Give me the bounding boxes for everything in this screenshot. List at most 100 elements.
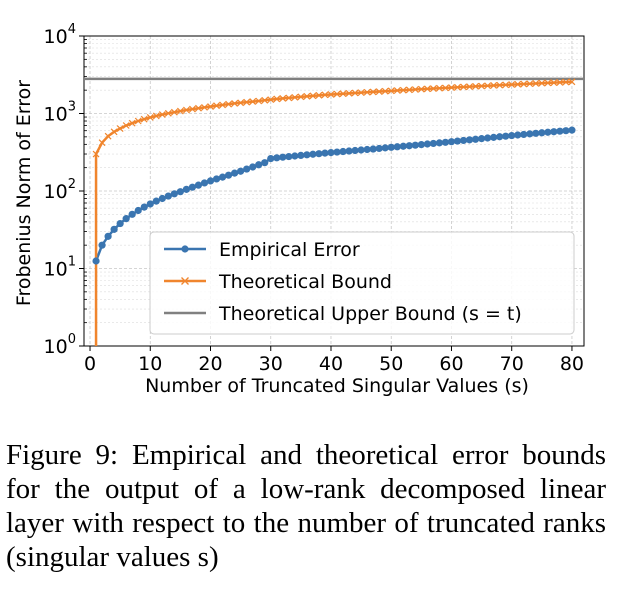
- empirical-error-point: [387, 143, 395, 151]
- marker-stroke: [448, 84, 455, 92]
- x-tick-label: 80: [560, 353, 584, 375]
- x-tick-label: 0: [84, 353, 96, 375]
- empirical-error-point: [465, 136, 474, 144]
- theoretical-bound-point: [411, 86, 419, 93]
- empirical-error-point: [417, 140, 425, 149]
- legend-swatch-marker: [181, 277, 189, 285]
- empirical-error-point: [508, 131, 516, 140]
- empirical-error-point: [122, 215, 130, 223]
- theoretical-bound-point: [496, 81, 504, 89]
- theoretical-bound-point: [568, 78, 576, 86]
- empirical-error-point: [441, 138, 450, 146]
- empirical-error-point: [200, 179, 209, 187]
- theoretical-bound-point: [363, 88, 371, 96]
- x-tick-labels: 0 10 20 30 40 50 60 70 80: [84, 353, 584, 375]
- empirical-error-point: [128, 210, 136, 218]
- theoretical-bound-point: [351, 89, 359, 97]
- legend-label-tail: (s = t): [456, 303, 522, 325]
- empirical-error-point: [194, 181, 203, 189]
- empirical-error-point: [92, 257, 100, 265]
- empirical-error-point: [267, 154, 275, 163]
- empirical-error-point: [502, 132, 510, 140]
- legend-label: Theoretical Bound: [218, 271, 392, 293]
- empirical-error-point: [477, 135, 486, 143]
- empirical-error-point: [556, 127, 564, 135]
- legend-item: Theoretical Upper Bound (s = t): [164, 303, 522, 325]
- x-axis-label: Number of Truncated Singular Values (s): [145, 375, 529, 397]
- marker-stroke: [309, 92, 317, 100]
- marker-stroke: [261, 96, 269, 104]
- theoretical-bound-point: [472, 82, 479, 90]
- marker-stroke: [225, 100, 233, 108]
- marker-stroke: [170, 108, 178, 116]
- empirical-error-point: [182, 185, 191, 193]
- empirical-error-point: [339, 147, 347, 156]
- marker-stroke: [423, 85, 431, 93]
- marker-stroke: [490, 82, 498, 89]
- empirical-error-point: [249, 163, 257, 171]
- theoretical-bound-point: [213, 102, 220, 110]
- legend-label-name: Empirical Error: [219, 239, 360, 261]
- axis-ticks: [79, 35, 573, 351]
- marker-stroke: [363, 88, 371, 96]
- empirical-error-point: [218, 173, 227, 181]
- theoretical-bound-point: [454, 83, 461, 91]
- marker-stroke: [182, 106, 190, 114]
- marker-stroke: [201, 103, 208, 111]
- empirical-error-point: [381, 144, 389, 152]
- theoretical-bound-point: [146, 113, 154, 121]
- theoretical-bound-point: [158, 111, 166, 118]
- empirical-error-point: [399, 142, 407, 150]
- theoretical-bound-point: [502, 81, 510, 89]
- marker-stroke: [321, 91, 329, 99]
- theoretical-bound-point: [201, 103, 208, 111]
- legend-item: Theoretical Bound: [164, 271, 392, 293]
- theoretical-bound-point: [195, 104, 202, 112]
- theoretical-bound-point: [327, 91, 335, 98]
- empirical-error-point: [140, 203, 148, 211]
- y-tick-base: 10: [44, 26, 68, 48]
- marker-stroke: [544, 79, 552, 87]
- y-tick-base: 10: [44, 104, 68, 126]
- theoretical-bound-point: [261, 96, 269, 104]
- empirical-error-point: [152, 197, 160, 205]
- x-tick-label: 10: [138, 353, 162, 375]
- marker-stroke: [417, 85, 425, 93]
- theoretical-bound-point: [104, 132, 112, 140]
- empirical-error-point: [104, 232, 112, 240]
- marker-stroke: [550, 79, 558, 87]
- theoretical-bound-point: [219, 101, 226, 109]
- empirical-error-point: [520, 130, 528, 139]
- y-tick-label: 104: [44, 22, 76, 48]
- marker-stroke: [152, 112, 160, 120]
- marker-stroke: [279, 95, 287, 102]
- theoretical-bound-point: [460, 83, 467, 91]
- theoretical-bound-point: [98, 139, 106, 147]
- empirical-error-point: [158, 194, 166, 203]
- marker-stroke: [273, 95, 281, 103]
- empirical-error-point: [562, 127, 570, 135]
- empirical-error-point: [550, 128, 558, 136]
- marker-stroke: [243, 98, 251, 106]
- marker-stroke: [508, 81, 516, 89]
- theoretical-bound-point: [490, 82, 498, 89]
- theoretical-bound-point: [297, 93, 305, 101]
- empirical-error-point: [309, 150, 317, 158]
- theoretical-bound-point: [231, 99, 239, 107]
- empirical-error-point: [411, 141, 419, 149]
- empirical-error-point: [514, 131, 522, 139]
- marker-stroke: [116, 125, 124, 132]
- legend-item: Empirical Error: [164, 239, 360, 261]
- theoretical-bound-point: [369, 88, 377, 96]
- marker-stroke: [219, 101, 226, 109]
- theoretical-bound-point: [225, 100, 233, 108]
- empirical-error-point: [231, 169, 239, 177]
- theoretical-bound-point: [255, 97, 263, 105]
- theoretical-bound-point: [315, 91, 323, 99]
- marker-stroke: [345, 89, 353, 97]
- theoretical-bound-point: [182, 106, 190, 114]
- y-tick-exponent: 2: [68, 177, 76, 192]
- marker-stroke: [562, 78, 570, 86]
- y-tick-exponent: 0: [68, 332, 76, 347]
